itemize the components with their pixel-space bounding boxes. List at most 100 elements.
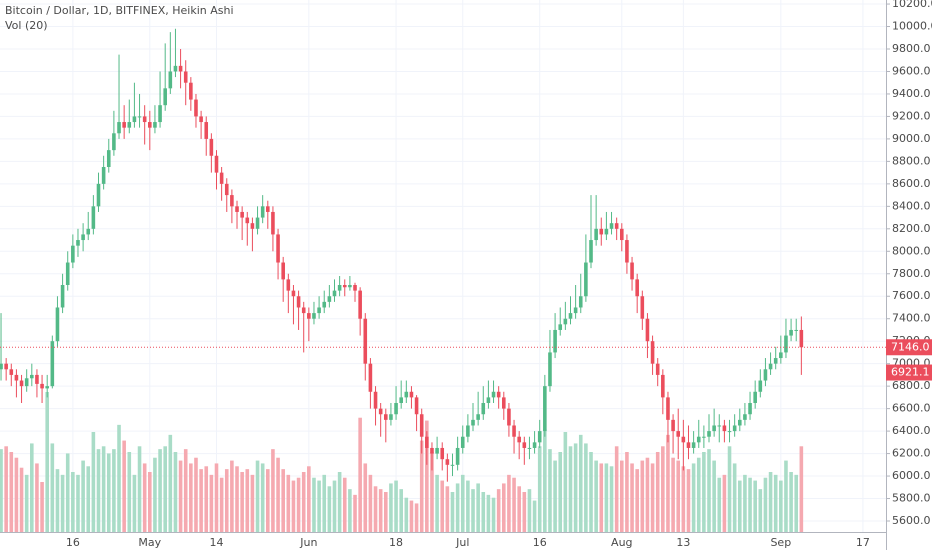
candle-body — [481, 403, 486, 415]
candle-body — [732, 425, 737, 432]
candle-body — [50, 341, 55, 387]
candle-body — [9, 369, 14, 375]
volume-bar — [106, 453, 111, 532]
candle-body — [491, 391, 496, 398]
volume-bar — [466, 480, 470, 532]
candle-body — [86, 228, 91, 235]
candle-body — [307, 313, 311, 319]
volume-bar — [455, 483, 460, 532]
volume-bar — [55, 469, 60, 532]
volume-bar — [609, 466, 614, 532]
candle-body — [707, 431, 711, 437]
candle-body — [753, 391, 757, 404]
volume-bar — [342, 477, 347, 532]
candle-body — [122, 122, 126, 128]
candle-body — [117, 122, 121, 134]
candle-body — [173, 65, 178, 72]
volume-bar — [173, 452, 178, 532]
candle-body — [214, 155, 219, 173]
candle-body — [609, 223, 614, 229]
candle-body — [353, 285, 357, 291]
volume-bar — [661, 446, 665, 532]
candle-body — [327, 296, 332, 302]
volume-bar — [440, 480, 445, 532]
volume-bar — [712, 460, 716, 532]
volume-bar — [743, 474, 747, 532]
volume-bar — [717, 477, 722, 532]
candle-body — [404, 391, 409, 398]
volume-bar — [91, 432, 96, 532]
volume-bar — [394, 480, 398, 532]
candle-body — [399, 397, 403, 404]
volume-pane — [0, 392, 804, 532]
volume-bar — [794, 474, 799, 532]
candle-body — [266, 206, 270, 212]
y-tick-label: 6200.0 — [892, 447, 931, 460]
volume-bar — [650, 463, 655, 532]
candle-body — [219, 172, 224, 184]
candle-body — [137, 116, 142, 118]
candle-body — [558, 324, 563, 330]
candle-body — [230, 195, 234, 207]
volume-bar — [419, 440, 424, 532]
candle-body — [553, 329, 557, 353]
price-tag-label: 6921.1 — [891, 366, 930, 379]
candle-body — [671, 419, 675, 432]
candle-body — [91, 206, 96, 229]
candle-body — [132, 116, 137, 123]
volume-bar — [224, 469, 229, 532]
candle-body — [394, 403, 398, 415]
volume-bar — [399, 489, 403, 532]
volume-bar — [748, 477, 752, 532]
grid — [0, 0, 886, 532]
volume-bar — [127, 452, 132, 532]
volume-bar — [9, 452, 14, 532]
y-tick-label: 7800.0 — [892, 267, 931, 280]
candle-body — [127, 122, 132, 128]
candle-body — [661, 374, 665, 398]
volume-bar — [307, 466, 311, 532]
candle-body — [348, 285, 352, 288]
volume-bar — [522, 492, 527, 532]
candle-body — [640, 296, 645, 319]
candle-body — [291, 290, 296, 297]
volume-bar — [758, 489, 763, 532]
volume-bar — [671, 457, 675, 532]
candle-body — [712, 425, 716, 432]
volume-bar — [532, 500, 537, 532]
candle-body — [486, 397, 491, 404]
candle-body — [414, 397, 419, 415]
candle-body — [717, 425, 722, 427]
candle-body — [189, 82, 193, 100]
candle-body — [204, 122, 209, 139]
volume-bar — [784, 460, 788, 532]
volume-bar — [101, 446, 106, 532]
candle-body — [148, 122, 152, 128]
y-tick-label: 8400.0 — [892, 199, 931, 212]
volume-bar — [194, 457, 198, 532]
volume-bar — [594, 460, 598, 532]
x-tick-label: 16 — [533, 536, 547, 549]
volume-bar — [189, 463, 193, 532]
candle-body — [199, 116, 203, 123]
candle-body — [496, 391, 501, 398]
candle-body — [537, 431, 542, 443]
volume-bar — [389, 483, 393, 532]
volume-bar — [204, 466, 209, 532]
candle-body — [789, 329, 793, 336]
candle-body — [142, 116, 147, 123]
candle-body — [384, 414, 388, 420]
y-tick-label: 9800.0 — [892, 42, 931, 55]
volume-bar — [727, 446, 732, 532]
last-price-tag — [886, 339, 932, 356]
volume-bar — [245, 469, 250, 532]
volume-bar — [214, 463, 219, 532]
volume-bar — [409, 500, 414, 532]
candle-body — [112, 133, 116, 151]
volume-bar — [14, 457, 19, 532]
volume-bar — [276, 457, 280, 532]
volume-bar — [430, 452, 434, 532]
volume-bar — [327, 486, 332, 532]
volume-bar — [378, 489, 383, 532]
volume-bar — [76, 474, 80, 532]
